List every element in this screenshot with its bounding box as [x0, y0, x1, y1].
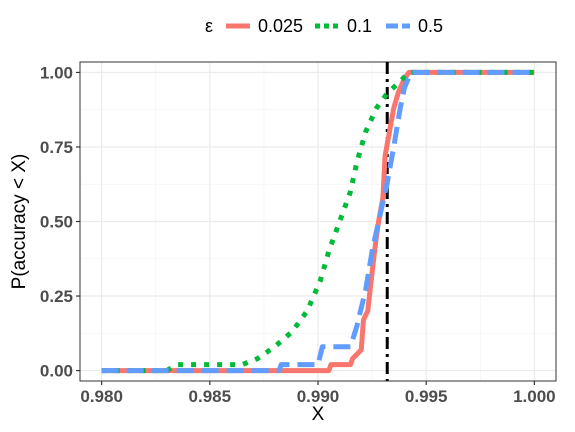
series-line-0_1	[101, 69, 535, 374]
x-tick-label: 0.990	[297, 387, 340, 406]
legend-title: ε	[205, 16, 213, 36]
x-axis-title: X	[312, 404, 325, 425]
legend-label-0_5: 0.5	[418, 16, 443, 36]
y-tick-label: 0.25	[40, 287, 73, 306]
y-tick-label: 0.75	[40, 138, 73, 157]
x-tick-label: 0.995	[405, 387, 448, 406]
legend-label-0_025: 0.025	[258, 16, 303, 36]
legend: ε 0.025 0.1 0.5	[205, 16, 443, 36]
x-tick-label: 0.985	[189, 387, 232, 406]
y-tick-label: 1.00	[40, 63, 73, 82]
x-axis-ticks: 0.980 0.985 0.990 0.995 1.000	[80, 381, 556, 406]
legend-label-0_1: 0.1	[347, 16, 372, 36]
x-tick-label: 0.980	[80, 387, 123, 406]
series-line-0_5	[101, 69, 535, 374]
series-group	[101, 69, 535, 374]
grid	[80, 62, 556, 381]
y-axis-ticks: 0.00 0.25 0.50 0.75 1.00	[40, 63, 80, 381]
y-tick-label: 0.50	[40, 213, 73, 232]
y-axis-title: P(accuracy < X)	[9, 154, 30, 290]
y-tick-label: 0.00	[40, 362, 73, 381]
x-tick-label: 1.000	[513, 387, 556, 406]
